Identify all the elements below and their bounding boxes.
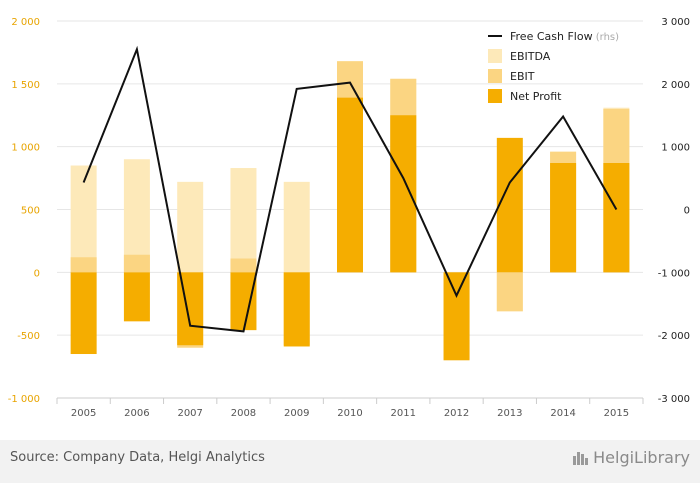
y-right-tick-label: 1 000 bbox=[661, 143, 690, 154]
chart: -1 000 -500 0 500 1 000 1 500 2 000 -3 000 -2 00… bbox=[8, 17, 690, 419]
x-tick-label: 2015 bbox=[604, 408, 629, 419]
x-tick-label: 2012 bbox=[444, 408, 469, 419]
line-free-cash-flow bbox=[82, 45, 618, 333]
y-left-tick-label: 2 000 bbox=[11, 17, 40, 28]
y-right-tick-label: 0 bbox=[684, 206, 690, 217]
bar-ebit bbox=[496, 272, 523, 312]
legend-suffix: (rhs) bbox=[593, 32, 620, 43]
y-left-tick-label: 1 000 bbox=[11, 143, 40, 154]
source-text: Source: Company Data, Helgi Analytics bbox=[10, 450, 265, 465]
x-tick-label: 2009 bbox=[284, 408, 309, 419]
brand-logo[interactable]: HelgiLibrary bbox=[573, 448, 690, 467]
bar-net-profit bbox=[550, 163, 577, 273]
library-icon bbox=[573, 451, 589, 465]
bar-net-profit bbox=[496, 137, 523, 273]
y-left-tick-label: -1 000 bbox=[8, 394, 40, 405]
footer: Source: Company Data, Helgi Analytics He… bbox=[0, 440, 700, 483]
x-tick-label: 2011 bbox=[391, 408, 416, 419]
bar-net-profit bbox=[123, 272, 150, 322]
x-tick-label: 2014 bbox=[550, 408, 575, 419]
x-tick-label: 2008 bbox=[231, 408, 256, 419]
legend-swatch bbox=[488, 89, 502, 103]
x-tick-label: 2006 bbox=[124, 408, 149, 419]
y-left-tick-label: 1 500 bbox=[11, 80, 40, 91]
bar-ebit bbox=[70, 257, 97, 273]
bar-ebitda bbox=[123, 159, 150, 273]
y-right-tick-label: 2 000 bbox=[661, 80, 690, 91]
bar-net-profit bbox=[230, 272, 257, 331]
bar-net-profit bbox=[603, 163, 630, 273]
x-tick-label: 2013 bbox=[497, 408, 522, 419]
legend-swatch bbox=[488, 69, 502, 83]
y-left-tick-label: -500 bbox=[17, 331, 40, 342]
y-left-tick-label: 500 bbox=[21, 206, 40, 217]
y-left-tick-label: 0 bbox=[34, 268, 40, 279]
bar-net-profit bbox=[443, 272, 470, 361]
bar-ebit bbox=[123, 254, 150, 273]
bar-ebitda bbox=[230, 168, 257, 273]
legend-label: EBIT bbox=[510, 70, 535, 83]
bar-ebitda bbox=[70, 165, 97, 273]
bar-net-profit bbox=[337, 97, 363, 273]
x-tick-label: 2005 bbox=[71, 408, 96, 419]
legend-swatch bbox=[488, 49, 502, 63]
legend-label: Free Cash Flow (rhs) bbox=[510, 30, 619, 43]
bar-net-profit bbox=[283, 272, 310, 347]
y-right-tick-label: 3 000 bbox=[661, 17, 690, 28]
bar-ebit bbox=[230, 258, 257, 273]
bar-ebitda bbox=[283, 181, 310, 273]
bar-net-profit bbox=[390, 115, 417, 273]
x-tick-label: 2007 bbox=[177, 408, 202, 419]
brand-name: HelgiLibrary bbox=[593, 448, 690, 467]
y-right-tick-label: -1 000 bbox=[658, 268, 690, 279]
y-right-tick-label: -2 000 bbox=[658, 331, 690, 342]
y-right-tick-label: -3 000 bbox=[658, 394, 690, 405]
legend-label: Net Profit bbox=[510, 90, 562, 103]
bar-ebitda bbox=[177, 181, 204, 273]
legend-label: EBITDA bbox=[510, 50, 551, 63]
bar-net-profit bbox=[70, 272, 97, 355]
x-tick-label: 2010 bbox=[337, 408, 362, 419]
